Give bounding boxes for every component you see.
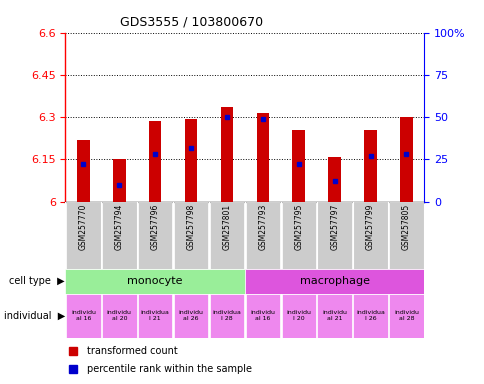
Text: individu
al 21: individu al 21 — [321, 310, 347, 321]
Text: individu
al 16: individu al 16 — [250, 310, 275, 321]
FancyBboxPatch shape — [137, 294, 172, 338]
Bar — [149, 121, 161, 202]
FancyBboxPatch shape — [388, 294, 423, 338]
Bar — [220, 107, 233, 202]
FancyBboxPatch shape — [244, 269, 424, 294]
Text: individua
l 28: individua l 28 — [212, 310, 241, 321]
FancyBboxPatch shape — [388, 202, 423, 269]
Bar — [363, 130, 376, 202]
Text: GSM257799: GSM257799 — [365, 204, 374, 250]
FancyBboxPatch shape — [173, 294, 208, 338]
Title: GDS3555 / 103800670: GDS3555 / 103800670 — [119, 15, 262, 28]
Bar — [328, 157, 340, 202]
Text: individua
l 21: individua l 21 — [140, 310, 169, 321]
FancyBboxPatch shape — [102, 202, 136, 269]
Text: transformed count: transformed count — [87, 346, 178, 356]
Bar — [77, 140, 90, 202]
FancyBboxPatch shape — [352, 294, 387, 338]
FancyBboxPatch shape — [102, 294, 136, 338]
Text: GSM257798: GSM257798 — [186, 204, 195, 250]
Text: individu
al 26: individu al 26 — [178, 310, 203, 321]
Text: cell type  ▶: cell type ▶ — [9, 276, 65, 286]
Text: individu
al 20: individu al 20 — [106, 310, 132, 321]
FancyBboxPatch shape — [137, 202, 172, 269]
Text: GSM257796: GSM257796 — [151, 204, 159, 250]
Bar — [399, 117, 412, 202]
FancyBboxPatch shape — [317, 294, 351, 338]
FancyBboxPatch shape — [352, 202, 387, 269]
Text: GSM257801: GSM257801 — [222, 204, 231, 250]
FancyBboxPatch shape — [317, 202, 351, 269]
FancyBboxPatch shape — [245, 202, 280, 269]
Text: monocyte: monocyte — [127, 276, 182, 286]
Text: GSM257797: GSM257797 — [330, 204, 338, 250]
FancyBboxPatch shape — [281, 202, 316, 269]
Bar — [256, 113, 269, 202]
FancyBboxPatch shape — [209, 294, 244, 338]
FancyBboxPatch shape — [209, 202, 244, 269]
FancyBboxPatch shape — [66, 202, 101, 269]
Text: GSM257795: GSM257795 — [294, 204, 302, 250]
Bar — [184, 119, 197, 202]
FancyBboxPatch shape — [281, 294, 316, 338]
Bar — [113, 159, 125, 202]
Text: individu
al 28: individu al 28 — [393, 310, 418, 321]
Text: GSM257770: GSM257770 — [79, 204, 88, 250]
Bar — [292, 130, 304, 202]
Text: GSM257805: GSM257805 — [401, 204, 410, 250]
Text: individual  ▶: individual ▶ — [3, 311, 65, 321]
FancyBboxPatch shape — [66, 294, 101, 338]
Text: individua
l 26: individua l 26 — [355, 310, 384, 321]
Text: individu
al 16: individu al 16 — [71, 310, 96, 321]
FancyBboxPatch shape — [173, 202, 208, 269]
FancyBboxPatch shape — [245, 294, 280, 338]
FancyBboxPatch shape — [65, 269, 244, 294]
Text: GSM257794: GSM257794 — [115, 204, 123, 250]
Text: GSM257793: GSM257793 — [258, 204, 267, 250]
Text: percentile rank within the sample: percentile rank within the sample — [87, 364, 252, 374]
Text: macrophage: macrophage — [299, 276, 369, 286]
Text: individu
l 20: individu l 20 — [286, 310, 311, 321]
